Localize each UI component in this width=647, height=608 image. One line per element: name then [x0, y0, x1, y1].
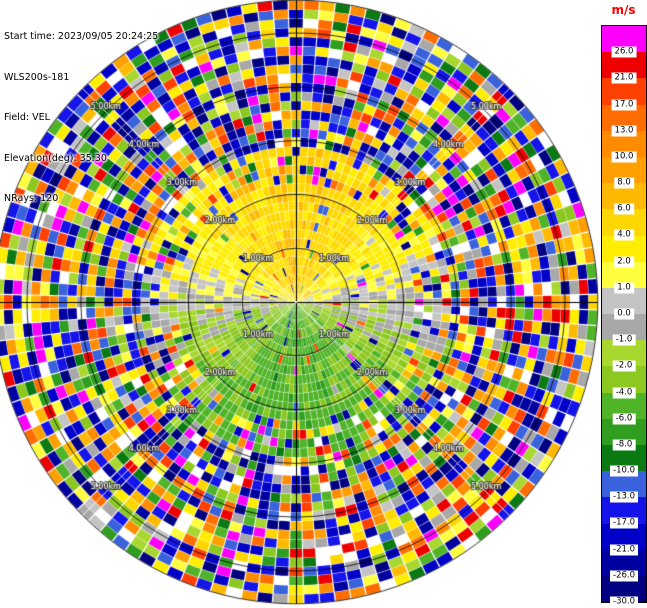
colorbar-tick-label: -6.0 — [612, 413, 636, 425]
colorbar-tick-label: -21.0 — [610, 544, 638, 556]
scan-info-panel: Start time: 2023/09/05 20:24:25 WLS200s-… — [4, 3, 158, 219]
colorbar-scale: 26.0 21.0 17.0 13.0 10.0 8.0 6.0 4.0 2.0 1.0 0.0 -1… — [601, 25, 647, 608]
start-time-label: Start time: 2023/09/05 20:24:25 — [4, 31, 159, 42]
colorbar-tick-label: 10.0 — [611, 151, 637, 163]
colorbar-tick-label: -17.0 — [610, 517, 638, 529]
colorbar-tick-label: -30.0 — [610, 596, 638, 608]
colorbar-tick-label: -1.0 — [612, 334, 636, 346]
colorbar-tick-label: -2.0 — [612, 360, 636, 372]
colorbar-tick-label: 8.0 — [614, 177, 634, 189]
colorbar-tick-label: -8.0 — [612, 439, 636, 451]
nrays-label: NRays: 120 — [4, 193, 59, 204]
colorbar: m/s 26.0 21.0 17.0 13.0 10.0 8.0 6.0 4.0 2.0 1.0 0… — [600, 0, 647, 608]
colorbar-tick-label: -13.0 — [610, 491, 638, 503]
colorbar-tick-label: -26.0 — [610, 570, 638, 582]
colorbar-tick-label: 13.0 — [611, 125, 637, 137]
field-label: Field: VEL — [4, 112, 50, 123]
colorbar-tick-label: 1.0 — [614, 282, 634, 294]
colorbar-tick-label: 6.0 — [614, 203, 634, 215]
colorbar-tick-label: 17.0 — [611, 99, 637, 111]
colorbar-tick-label: 26.0 — [611, 46, 637, 58]
device-name-label: WLS200s-181 — [4, 71, 70, 83]
colorbar-tick-label: 2.0 — [614, 256, 634, 268]
colorbar-unit-label: m/s — [611, 3, 636, 17]
colorbar-tick-label: 21.0 — [611, 72, 637, 84]
colorbar-tick-label: 4.0 — [614, 229, 634, 241]
elevation-label: Elevation(deg): 35.30 — [4, 152, 107, 164]
colorbar-tick-label: -10.0 — [610, 465, 638, 477]
colorbar-tick-label: -4.0 — [612, 387, 636, 399]
colorbar-tick-label: 0.0 — [614, 308, 634, 320]
